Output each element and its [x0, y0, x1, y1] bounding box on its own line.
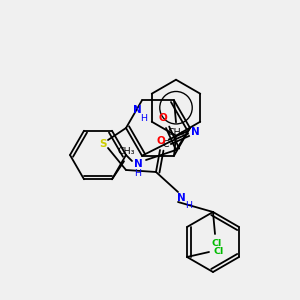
Text: CH₃: CH₃: [167, 128, 185, 137]
Text: O: O: [157, 136, 165, 146]
Text: H: H: [134, 169, 142, 178]
Text: S: S: [99, 139, 107, 149]
Text: O: O: [159, 113, 167, 123]
Text: N: N: [190, 127, 200, 137]
Text: H: H: [185, 202, 193, 211]
Text: N: N: [134, 159, 142, 169]
Text: H: H: [140, 114, 148, 123]
Text: N: N: [177, 193, 185, 203]
Text: N: N: [133, 105, 141, 115]
Text: C: C: [163, 140, 169, 149]
Text: Cl: Cl: [212, 239, 222, 248]
Text: CH₃: CH₃: [117, 147, 135, 156]
Text: Cl: Cl: [214, 248, 224, 256]
